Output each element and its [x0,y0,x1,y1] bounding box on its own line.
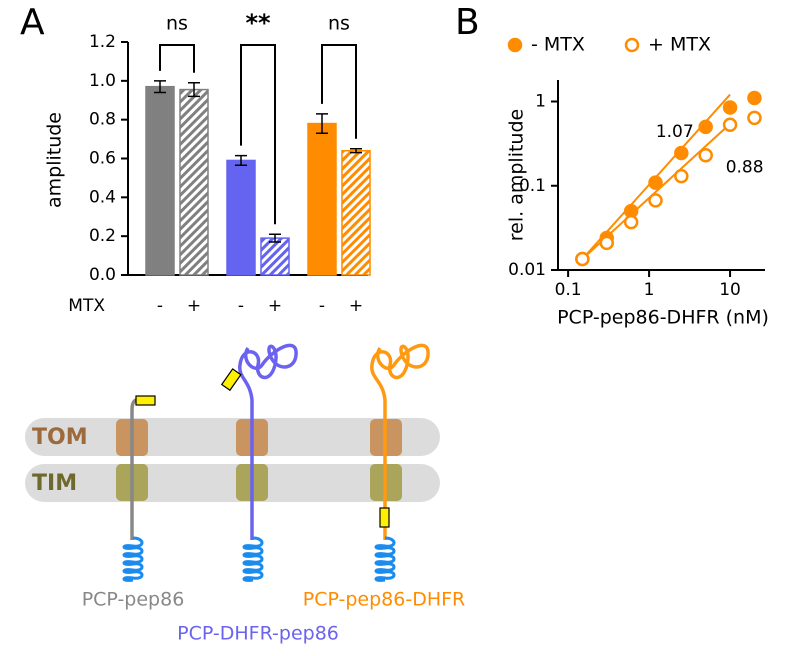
y-tick-label: 0.4 [89,187,116,207]
point [698,119,713,135]
point [648,193,663,208]
tag [220,368,242,392]
point [747,90,762,106]
panel-label: B [455,2,480,43]
point [674,168,689,184]
y-tick-label: 0.2 [89,226,116,246]
point [674,145,689,161]
slope-label: 0.88 [726,157,764,177]
y-tick-label: 0.8 [89,110,116,130]
x-axis-label: MTX [68,296,105,316]
x-axis-label: PCP-pep86-DHFR (nM) [557,307,769,329]
error-bar [269,233,281,243]
x-tick-label: 10 [719,280,741,300]
y-tick-label: 1 [535,92,546,112]
y-tick-label: 1.0 [89,71,116,91]
construct-label: PCP-DHFR-pep86 [177,623,339,645]
strand [370,343,430,540]
tag [379,507,390,528]
error-bar [350,148,362,154]
significance-label: ** [245,9,271,37]
slope-label: 1.07 [656,122,694,142]
x-tick-label: + [187,296,201,316]
significance-bracket [321,44,357,139]
significance-label: ns [328,13,350,35]
x-tick-label: - [319,296,325,316]
significance-bracket [159,44,195,73]
bar [145,85,175,276]
y-axis-label: amplitude [44,112,66,208]
point [722,100,738,115]
significance-label: ns [166,13,188,35]
bar [179,88,209,276]
point [747,110,762,126]
significance-bracket [240,44,276,225]
y-tick-label: 0.0 [89,265,116,285]
x-tick-label: - [157,296,163,316]
bar [341,149,371,276]
construct-label: PCP-pep86 [82,589,185,611]
x-tick-label: - [238,296,244,316]
legend-label: + MTX [648,34,711,56]
legend-marker [624,37,640,53]
helix [374,536,396,582]
y-tick-label: 0.6 [89,149,116,169]
error-bar [188,82,200,98]
y-tick-label: 0.01 [508,260,546,280]
panel-label: A [20,2,45,43]
construct-label: PCP-pep86-DHFR [303,589,466,611]
legend-marker [507,37,523,53]
error-bar [154,80,166,94]
y-axis-label: rel. amplitude [506,109,528,241]
bar [226,159,256,276]
point [623,214,639,230]
y-tick-label: 0.1 [519,176,546,196]
y-tick-label: 1.2 [89,32,116,52]
point [722,117,738,132]
membrane-label: TOM [32,425,88,450]
point [575,251,590,267]
x-tick-label: + [268,296,282,316]
error-bar [235,154,247,167]
x-tick-label: + [349,296,363,316]
bar [260,237,290,276]
point [599,235,615,251]
helix [122,536,144,582]
x-tick-label: 0.1 [555,280,582,300]
legend-label: - MTX [531,34,585,56]
point [698,148,713,163]
helix [242,536,264,582]
error-bar [316,113,328,135]
point [648,175,663,190]
x-tick-label: 1 [644,280,655,300]
tag [135,395,156,406]
strand [238,343,298,540]
diagram: TOM TIM PCP-pep86 PCP-DHFR-pep86 PCP-pep… [25,343,466,645]
bar [307,122,337,276]
membrane-label: TIM [32,471,77,496]
